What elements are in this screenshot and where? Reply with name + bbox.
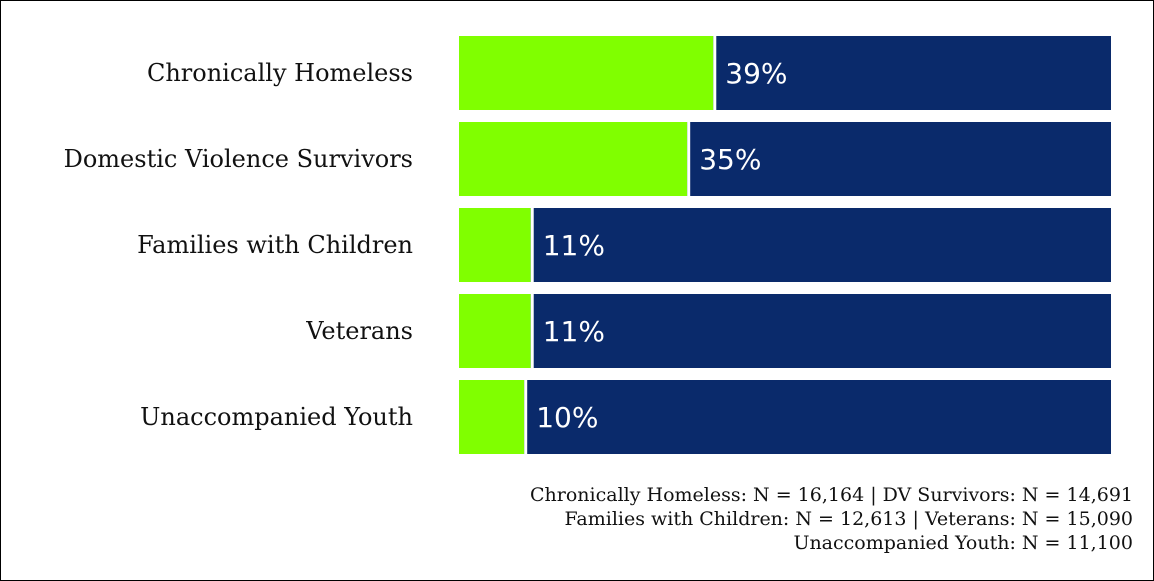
category-label: Families with Children	[137, 231, 413, 259]
bar-remainder	[459, 208, 1111, 282]
data-label: 11%	[543, 315, 605, 348]
sample-size-notes: Chronically Homeless: N = 16,164 | DV Su…	[530, 483, 1133, 555]
bar-divider	[530, 208, 534, 282]
data-label: 10%	[536, 401, 598, 434]
bar-value	[459, 208, 531, 282]
bar-value	[459, 122, 688, 196]
data-label: 35%	[699, 143, 761, 176]
bar-divider	[687, 122, 691, 196]
bar-divider	[713, 36, 717, 110]
bar-remainder	[459, 294, 1111, 368]
bar-divider	[530, 294, 534, 368]
category-label: Domestic Violence Survivors	[64, 145, 413, 173]
category-label: Chronically Homeless	[147, 59, 413, 87]
bar-value	[459, 36, 714, 110]
category-label: Unaccompanied Youth	[140, 403, 413, 431]
note-line: Families with Children: N = 12,613 | Vet…	[564, 508, 1133, 530]
bar-remainder	[459, 380, 1111, 454]
bar-value	[459, 294, 531, 368]
data-label: 11%	[543, 229, 605, 262]
bar-value	[459, 380, 525, 454]
bar-divider	[524, 380, 528, 454]
category-label: Veterans	[305, 317, 413, 345]
note-line: Chronically Homeless: N = 16,164 | DV Su…	[530, 484, 1133, 506]
data-label: 39%	[725, 57, 787, 90]
note-line: Unaccompanied Youth: N = 11,100	[793, 532, 1133, 554]
